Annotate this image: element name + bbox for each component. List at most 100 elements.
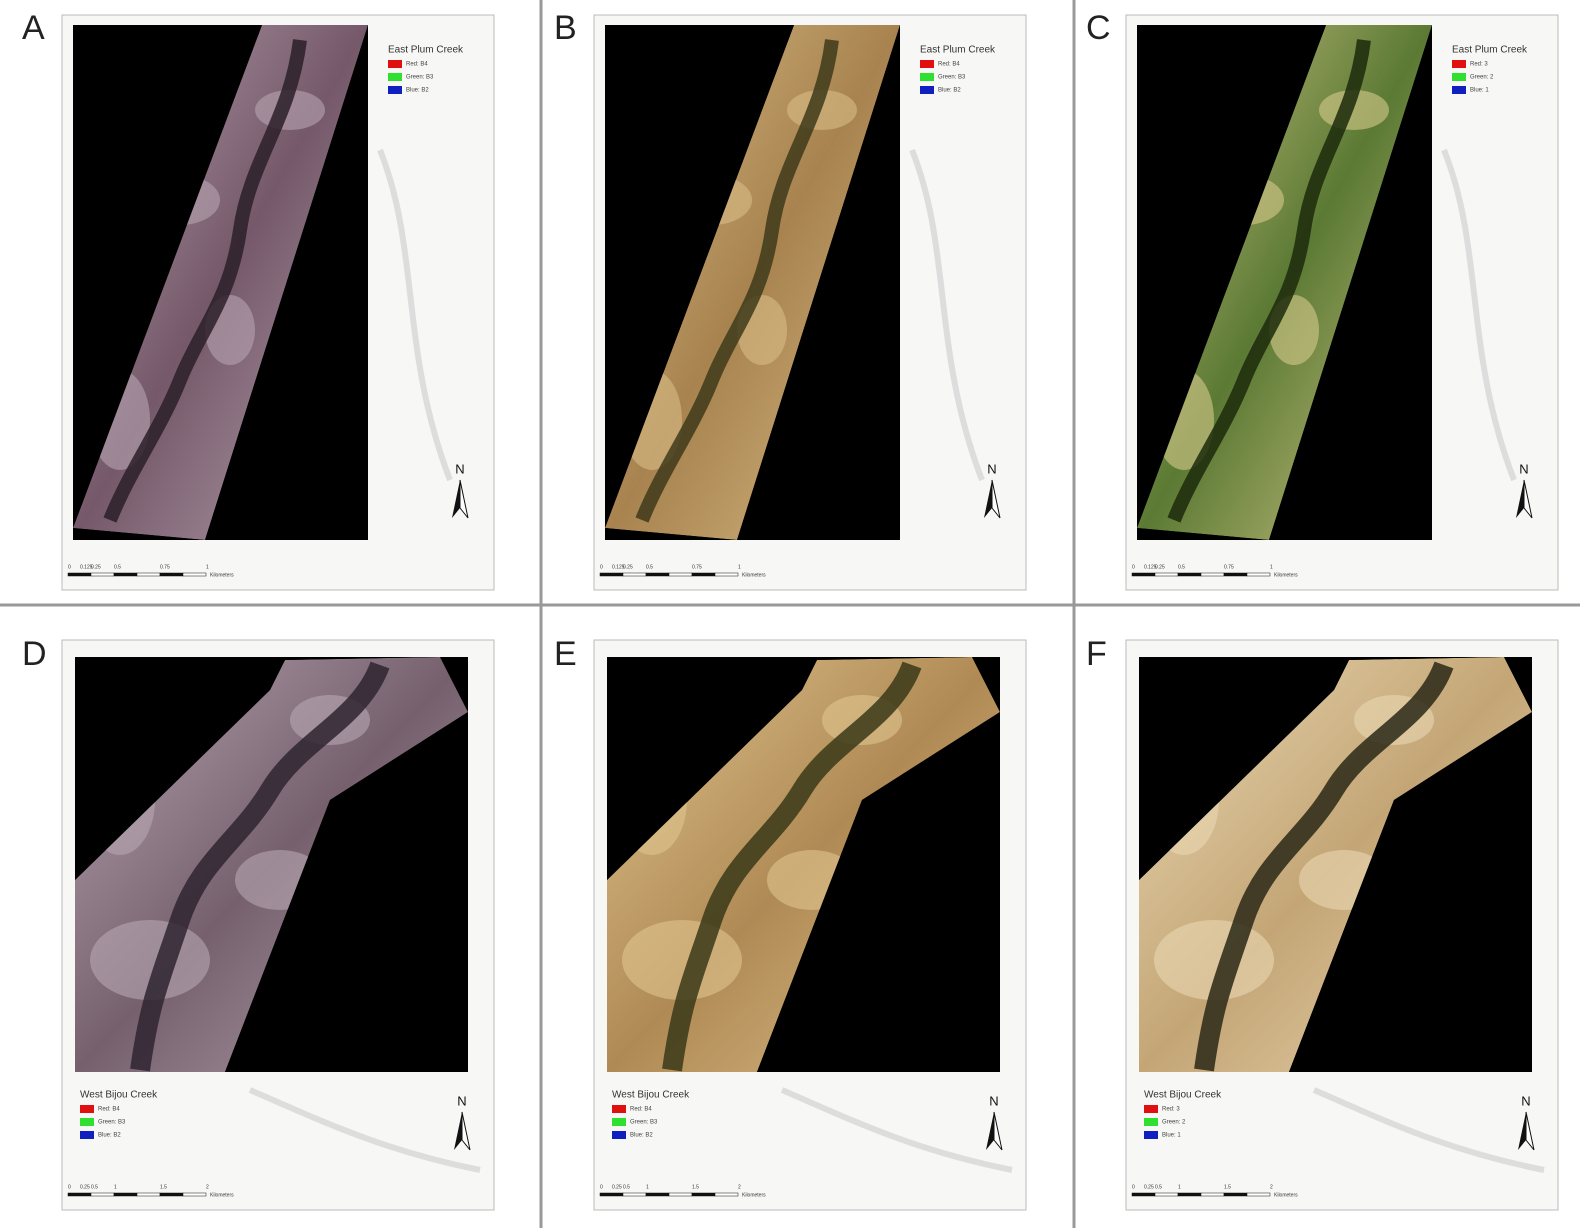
scale-segment: [91, 1193, 114, 1196]
scale-label: Kilometers: [742, 1192, 766, 1198]
scale-label: 2: [1270, 1184, 1273, 1190]
scale-segment: [137, 573, 160, 576]
scale-segment: [600, 573, 623, 576]
panel-letter: F: [1086, 635, 1107, 673]
legend-title: West Bijou Creek: [1144, 1090, 1222, 1101]
legend-label: Green: B3: [406, 75, 434, 81]
scale-label: 1.5: [692, 1184, 699, 1190]
legend-label: Red: B4: [98, 1107, 120, 1113]
scale-segment: [1224, 1193, 1247, 1196]
legend-title: East Plum Creek: [1452, 45, 1528, 56]
legend-swatch: [1144, 1105, 1158, 1113]
scale-label: Kilometers: [210, 1192, 234, 1198]
legend-label: Red: B4: [938, 62, 960, 68]
scale-label: Kilometers: [1274, 1192, 1298, 1198]
legend-swatch: [1452, 60, 1466, 68]
north-label: N: [989, 1093, 998, 1108]
legend-label: Blue: B2: [630, 1133, 653, 1139]
legend-label: Red: 3: [1162, 1107, 1180, 1113]
scale-segment: [114, 1193, 137, 1196]
legend-label: Green: B3: [630, 1120, 658, 1126]
scale-segment: [715, 573, 738, 576]
scale-segment: [692, 573, 715, 576]
panel-letter: D: [22, 635, 47, 673]
scale-label: 1: [738, 564, 741, 570]
map-panel: AEast Plum CreekRed: B4Green: B3Blue: B2…: [22, 9, 494, 590]
scale-label: 0: [600, 564, 603, 570]
panel-letter: A: [22, 9, 45, 47]
legend-title: West Bijou Creek: [612, 1090, 690, 1101]
legend-swatch: [612, 1118, 626, 1126]
scale-segment: [669, 573, 692, 576]
scale-segment: [692, 1193, 715, 1196]
legend-label: Green: B3: [938, 75, 966, 81]
legend-swatch: [920, 73, 934, 81]
scale-segment: [1247, 1193, 1270, 1196]
scale-label: 0.5: [1155, 1184, 1162, 1190]
legend-swatch: [920, 86, 934, 94]
legend-swatch: [612, 1105, 626, 1113]
scale-segment: [1247, 573, 1270, 576]
scale-segment: [68, 573, 91, 576]
scale-segment: [183, 573, 206, 576]
scale-label: 0.5: [646, 564, 653, 570]
panel-letter: B: [554, 9, 577, 47]
scale-segment: [1132, 1193, 1155, 1196]
legend-swatch: [1144, 1118, 1158, 1126]
panel-letter: C: [1086, 9, 1111, 47]
scale-label: 0.5: [114, 564, 121, 570]
scale-label: 1: [1270, 564, 1273, 570]
legend-label: Blue: 1: [1162, 1133, 1181, 1139]
legend-label: Red: 3: [1470, 62, 1488, 68]
scale-segment: [1201, 573, 1224, 576]
legend-swatch: [612, 1131, 626, 1139]
legend-title: West Bijou Creek: [80, 1090, 158, 1101]
figure: A East Plum Creek Red: B4 Green: B3 Blue: B2…: [0, 0, 1580, 1228]
scale-label: 1.5: [1224, 1184, 1231, 1190]
scale-segment: [91, 573, 114, 576]
north-label: N: [455, 461, 464, 476]
scale-label: Kilometers: [210, 572, 234, 578]
scale-label: 0.25: [623, 564, 633, 570]
north-label: N: [1519, 461, 1528, 476]
legend-swatch: [80, 1105, 94, 1113]
legend-swatch: [388, 73, 402, 81]
scale-label: 0: [1132, 564, 1135, 570]
scale-segment: [669, 1193, 692, 1196]
scale-label: 0.5: [1178, 564, 1185, 570]
scale-label: 0: [68, 564, 71, 570]
scale-segment: [1224, 573, 1247, 576]
scale-label: Kilometers: [1274, 572, 1298, 578]
north-label: N: [987, 461, 996, 476]
scale-label: 2: [738, 1184, 741, 1190]
scale-segment: [646, 1193, 669, 1196]
scale-segment: [68, 1193, 91, 1196]
scale-segment: [137, 1193, 160, 1196]
legend-label: Green: 2: [1470, 75, 1494, 81]
legend-swatch: [80, 1131, 94, 1139]
scale-label: 0: [1132, 1184, 1135, 1190]
north-label: N: [1521, 1093, 1530, 1108]
legend-swatch: [388, 86, 402, 94]
map-panel: C East Plum Creek Red: 3 Green: 2 Blue: 1 N 0 0…: [1086, 9, 1558, 590]
scale-segment: [1132, 573, 1155, 576]
legend-title: East Plum Creek: [388, 45, 464, 56]
legend-label: Blue: 1: [1470, 88, 1489, 94]
scale-segment: [715, 1193, 738, 1196]
scale-segment: [114, 573, 137, 576]
legend-label: Red: B4: [630, 1107, 652, 1113]
scale-segment: [646, 573, 669, 576]
legend-label: Red: B4: [406, 62, 428, 68]
panel-letter: E: [554, 635, 577, 673]
scale-label: 0.25: [1155, 564, 1165, 570]
scale-label: Kilometers: [742, 572, 766, 578]
scale-label: 2: [206, 1184, 209, 1190]
legend-swatch: [80, 1118, 94, 1126]
scale-segment: [623, 573, 646, 576]
legend-label: Green: B3: [98, 1120, 126, 1126]
north-label: N: [457, 1093, 466, 1108]
scale-label: 0.75: [160, 564, 170, 570]
scale-segment: [160, 1193, 183, 1196]
